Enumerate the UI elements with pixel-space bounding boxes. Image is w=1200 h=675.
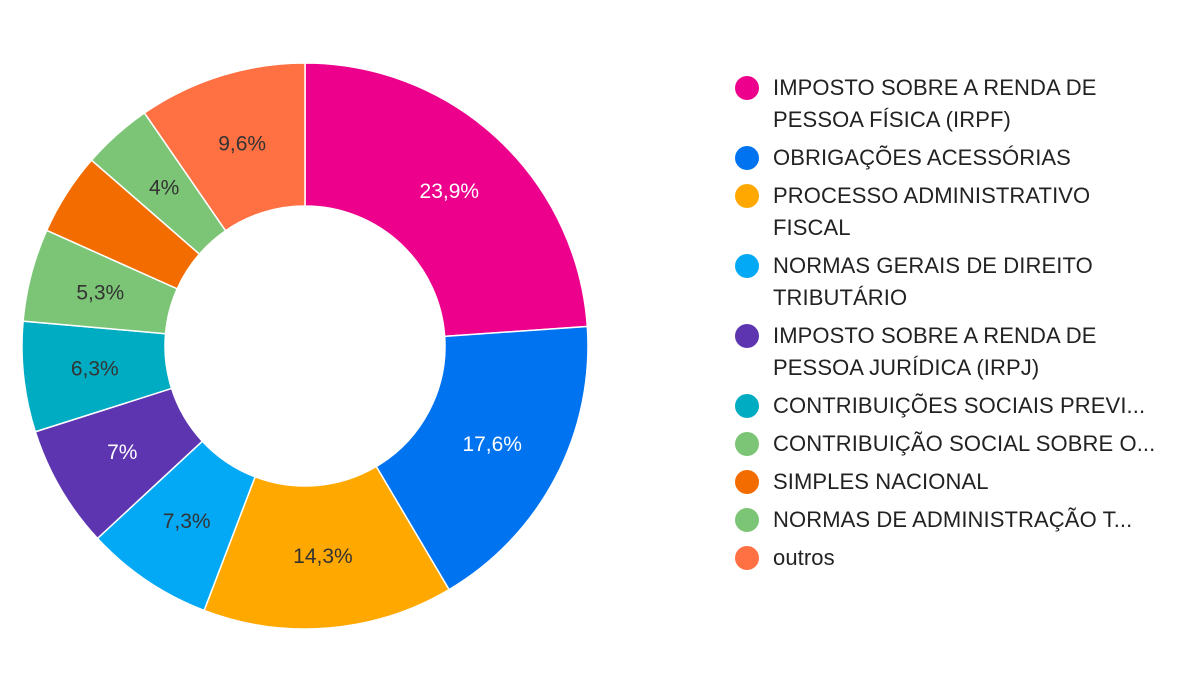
donut-chart: 23,9% 17,6% 14,3% 7,3% 7% 6,3% 5,3% 4% 9,6% — [21, 62, 589, 630]
legend-item[interactable]: PROCESSO ADMINISTRATIVO FISCAL — [735, 180, 1180, 244]
legend-swatch — [735, 254, 759, 278]
legend-swatch — [735, 508, 759, 532]
legend-swatch — [735, 324, 759, 348]
legend-swatch — [735, 184, 759, 208]
slice-value-label: 17,6% — [462, 433, 522, 456]
legend-item[interactable]: NORMAS DE ADMINISTRAÇÃO T... — [735, 504, 1180, 536]
slice-value-label: 9,6% — [218, 133, 266, 156]
legend-swatch — [735, 146, 759, 170]
legend-label: CONTRIBUIÇÃO SOCIAL SOBRE O... — [773, 431, 1156, 456]
legend-label: NORMAS DE ADMINISTRAÇÃO T... — [773, 507, 1133, 532]
legend-label: PROCESSO ADMINISTRATIVO FISCAL — [773, 183, 1091, 240]
legend-label: IMPOSTO SOBRE A RENDA DE PESSOA JURÍDICA… — [773, 323, 1097, 380]
pie-slice[interactable] — [304, 62, 589, 338]
chart-legend: IMPOSTO SOBRE A RENDA DE PESSOA FÍSICA (… — [735, 72, 1180, 580]
slice-value-label: 5,3% — [76, 281, 124, 304]
legend-swatch — [735, 432, 759, 456]
slice-value-label: 4% — [149, 177, 179, 200]
legend-item[interactable]: CONTRIBUIÇÃO SOCIAL SOBRE O... — [735, 428, 1180, 460]
slice-value-label: 23,9% — [420, 180, 480, 203]
legend-label: NORMAS GERAIS DE DIREITO TRIBUTÁRIO — [773, 253, 1093, 310]
pie-slice[interactable] — [203, 465, 451, 630]
legend-label: outros — [773, 545, 835, 570]
slice-value-label: 6,3% — [71, 358, 119, 381]
legend-item[interactable]: OBRIGAÇÕES ACESSÓRIAS — [735, 142, 1180, 174]
legend-swatch — [735, 470, 759, 494]
legend-item[interactable]: IMPOSTO SOBRE A RENDA DE PESSOA FÍSICA (… — [735, 72, 1180, 136]
slice-value-label: 7,3% — [163, 510, 211, 533]
pie-slice[interactable] — [143, 62, 306, 232]
slice-value-label: 14,3% — [293, 545, 353, 568]
legend-swatch — [735, 76, 759, 100]
legend-item[interactable]: outros — [735, 542, 1180, 574]
legend-item[interactable]: SIMPLES NACIONAL — [735, 466, 1180, 498]
legend-label: IMPOSTO SOBRE A RENDA DE PESSOA FÍSICA (… — [773, 75, 1097, 132]
legend-label: CONTRIBUIÇÕES SOCIAIS PREVI... — [773, 393, 1146, 418]
legend-label: SIMPLES NACIONAL — [773, 469, 989, 494]
legend-label: OBRIGAÇÕES ACESSÓRIAS — [773, 145, 1071, 170]
legend-swatch — [735, 546, 759, 570]
legend-item[interactable]: CONTRIBUIÇÕES SOCIAIS PREVI... — [735, 390, 1180, 422]
pie-slice[interactable] — [375, 325, 589, 591]
legend-item[interactable]: IMPOSTO SOBRE A RENDA DE PESSOA JURÍDICA… — [735, 320, 1180, 384]
legend-item[interactable]: NORMAS GERAIS DE DIREITO TRIBUTÁRIO — [735, 250, 1180, 314]
slice-value-label: 7% — [107, 441, 137, 464]
legend-swatch — [735, 394, 759, 418]
